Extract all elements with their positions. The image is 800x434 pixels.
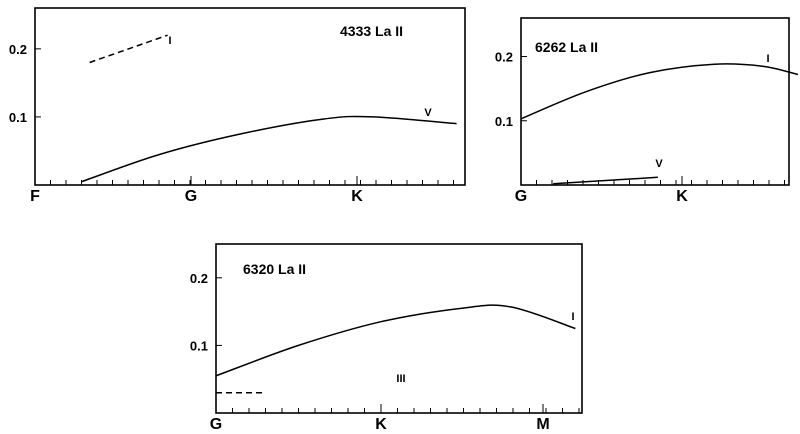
series-label-i: I [571, 311, 574, 323]
series-line-i [520, 63, 799, 120]
series-label-i: I [168, 35, 171, 47]
y-tick-label: 0.2 [190, 271, 208, 286]
x-tick-label-f: F [30, 188, 40, 205]
series-line-i [215, 304, 576, 377]
series-line-v [81, 115, 457, 183]
y-tick-label: 0.2 [9, 42, 27, 57]
series-line-v [553, 176, 658, 185]
x-tick-label-m: M [536, 416, 549, 433]
plot-frame [520, 17, 790, 186]
plot-frame [34, 7, 466, 186]
chart-panel-1: F G K 0.2 0.1 4333 La II I V [9, 7, 466, 205]
x-tick-label-k: K [676, 188, 688, 205]
series-line-i [89, 34, 168, 64]
x-tick-label-k: K [351, 188, 363, 205]
series-label-v: V [424, 107, 432, 119]
y-tick-label: 0.1 [190, 338, 208, 353]
x-tick-label-g: G [515, 188, 527, 205]
x-tick-label-g: G [210, 416, 222, 433]
y-tick-label: 0.2 [495, 50, 513, 65]
chart-title: 6320 La II [243, 261, 306, 277]
y-tick-label: 0.1 [495, 114, 513, 129]
series-label-i: I [766, 53, 769, 65]
y-tick-label: 0.1 [9, 110, 27, 125]
chart-title: 6262 La II [535, 39, 598, 55]
x-tick-label-g: G [185, 188, 197, 205]
x-tick-label-k: K [375, 416, 387, 433]
series-label-iii: III [396, 373, 405, 385]
plot-frame [215, 243, 583, 414]
chart-title: 4333 La II [340, 23, 403, 39]
series-label-v: V [655, 158, 663, 170]
chart-panel-2: G K 0.2 0.1 6262 La II I V [495, 17, 799, 205]
